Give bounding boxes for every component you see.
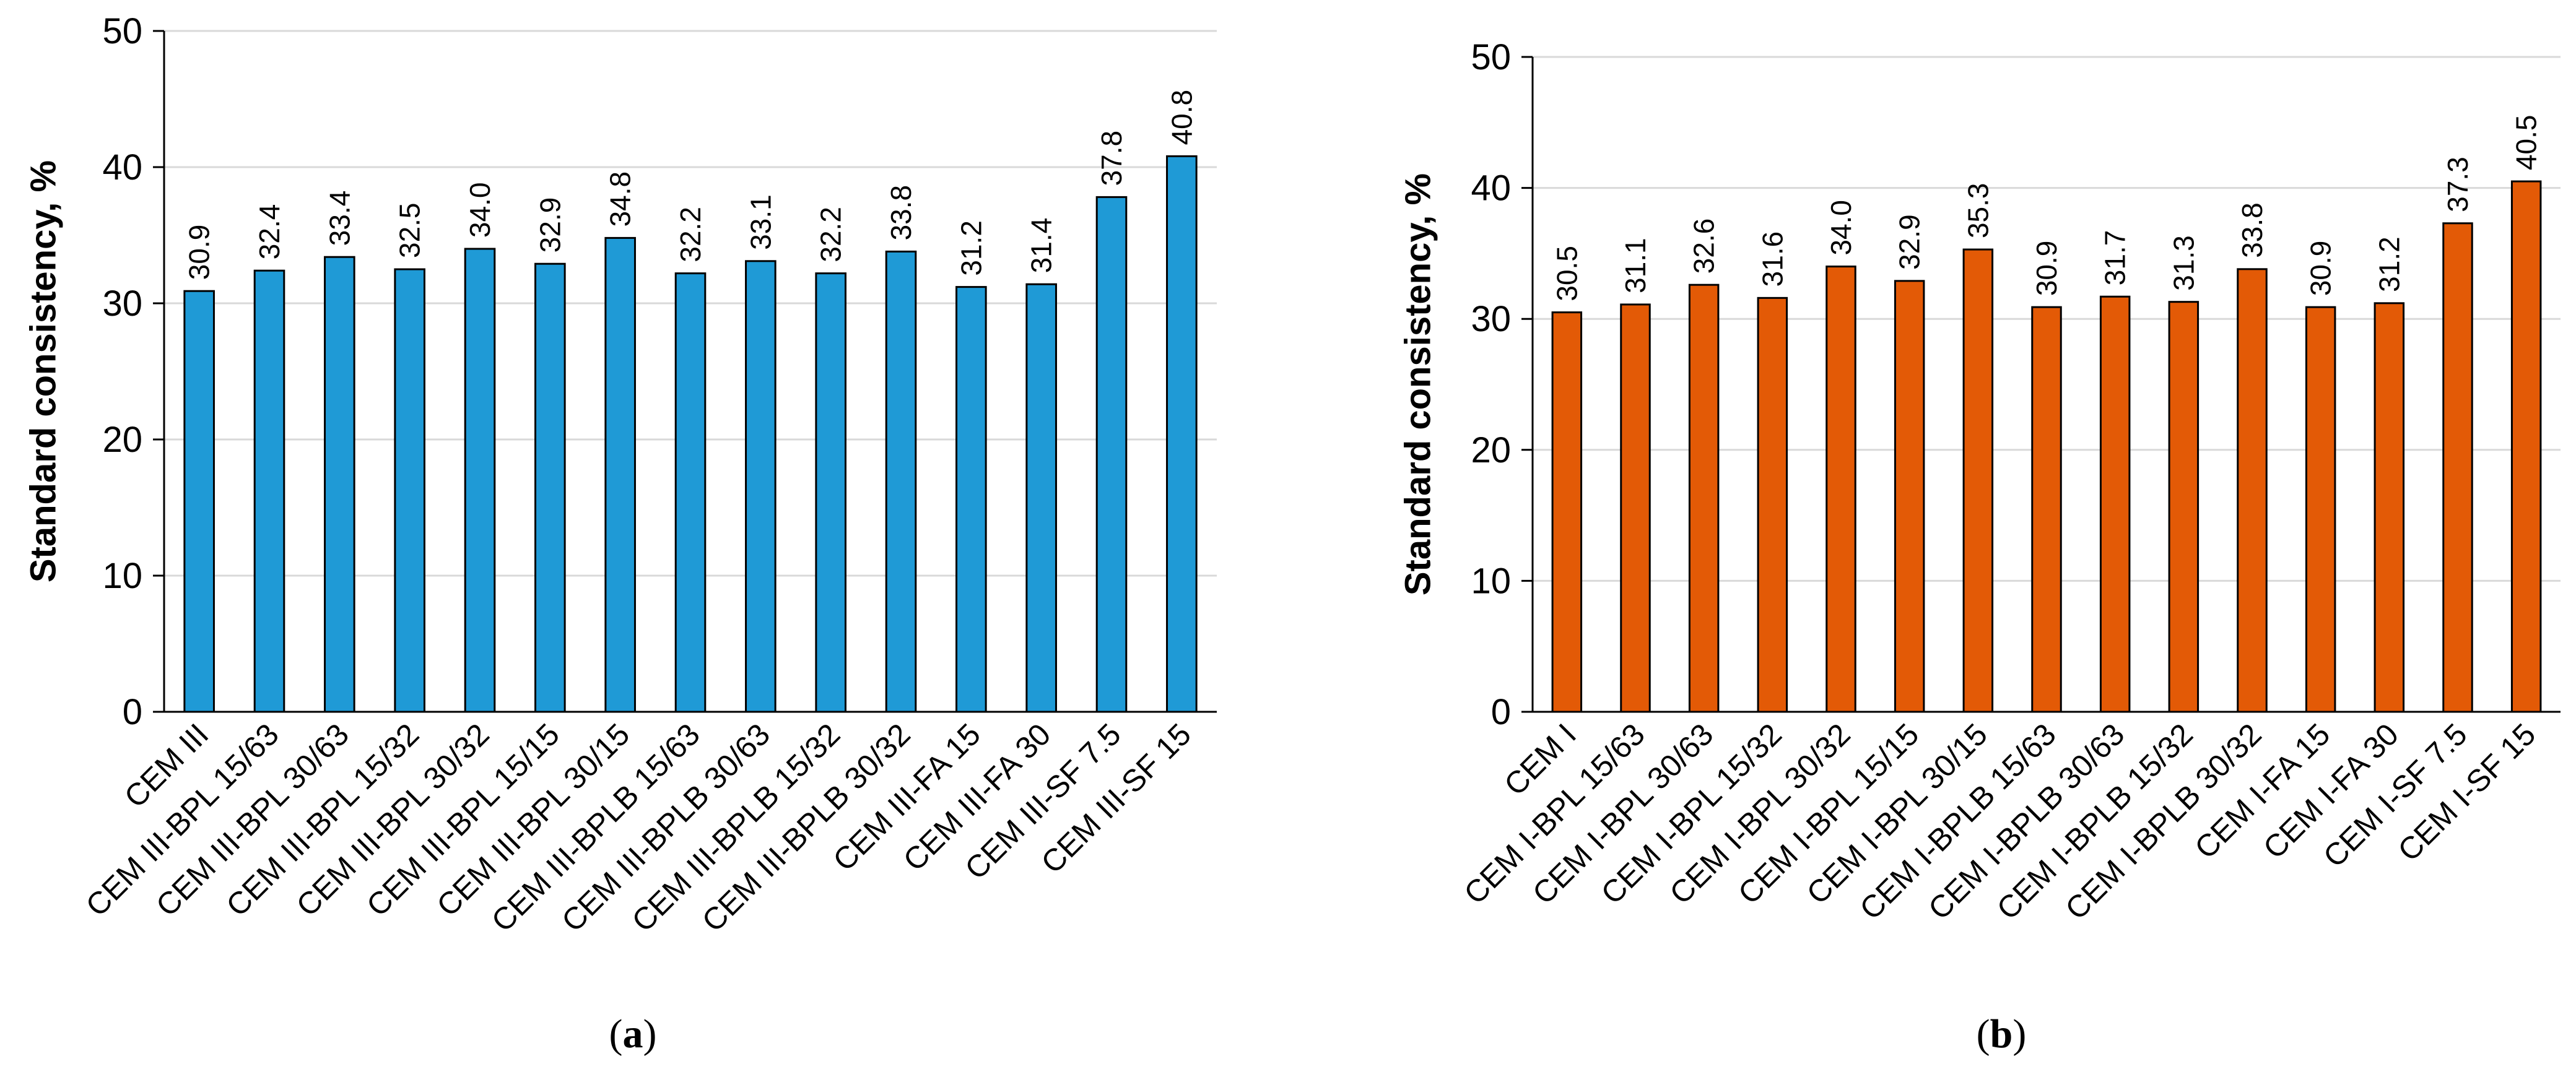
bar bbox=[183, 290, 215, 713]
bar bbox=[534, 262, 566, 713]
y-tick-label: 0 bbox=[123, 692, 142, 732]
bar bbox=[253, 269, 285, 713]
y-tick-label: 30 bbox=[102, 283, 142, 324]
data-label: 34.0 bbox=[1825, 200, 1857, 256]
panel-caption: (b) bbox=[1977, 1011, 2027, 1057]
caption-letter: a bbox=[623, 1011, 643, 1057]
data-label: 32.5 bbox=[394, 202, 426, 258]
bar bbox=[2442, 222, 2473, 713]
bar bbox=[604, 236, 636, 713]
y-tick-label: 20 bbox=[1471, 430, 1511, 470]
bar bbox=[2305, 306, 2336, 713]
bar bbox=[1757, 296, 1788, 713]
data-label: 32.4 bbox=[253, 204, 285, 260]
data-label: 31.7 bbox=[2099, 230, 2131, 286]
bar bbox=[2237, 268, 2268, 713]
bar bbox=[1095, 196, 1128, 713]
data-label: 33.1 bbox=[744, 194, 777, 250]
bar bbox=[1688, 283, 1720, 713]
data-label: 35.3 bbox=[1962, 183, 1994, 239]
bar bbox=[2099, 295, 2131, 713]
data-label: 32.6 bbox=[1688, 218, 1720, 274]
y-axis-title: Standard consistency, % bbox=[24, 160, 64, 582]
bar bbox=[1620, 303, 1651, 713]
bar bbox=[1825, 266, 1856, 713]
bar bbox=[815, 272, 846, 713]
bar bbox=[1166, 155, 1198, 713]
bar bbox=[745, 260, 777, 713]
y-tick-label: 10 bbox=[1471, 561, 1511, 601]
bar bbox=[2510, 180, 2542, 713]
y-tick-label: 40 bbox=[102, 147, 142, 188]
data-label: 30.9 bbox=[2030, 241, 2063, 296]
data-label: 40.5 bbox=[2510, 115, 2543, 170]
data-label: 32.9 bbox=[534, 197, 566, 253]
bar bbox=[2374, 302, 2405, 713]
caption-close: ) bbox=[2012, 1011, 2026, 1057]
data-label: 33.4 bbox=[323, 191, 355, 246]
data-label: 33.8 bbox=[2236, 202, 2268, 258]
data-label: 32.2 bbox=[815, 207, 847, 262]
panel-caption: (a) bbox=[609, 1011, 657, 1057]
data-label: 31.3 bbox=[2167, 235, 2200, 291]
y-tick-label: 0 bbox=[1491, 692, 1511, 732]
data-label: 31.4 bbox=[1025, 218, 1058, 274]
data-label: 40.8 bbox=[1165, 90, 1198, 145]
y-axis-title: Standard consistency, % bbox=[1398, 173, 1438, 595]
y-tick-label: 30 bbox=[1471, 299, 1511, 339]
data-label: 37.8 bbox=[1095, 131, 1128, 186]
bar bbox=[1025, 283, 1057, 713]
bar bbox=[674, 272, 707, 713]
bar bbox=[2031, 306, 2062, 713]
y-tick-label: 10 bbox=[102, 556, 142, 596]
y-tick-label: 50 bbox=[1471, 37, 1511, 77]
bar bbox=[2168, 301, 2200, 713]
bar bbox=[394, 268, 425, 713]
y-tick-label: 50 bbox=[102, 11, 142, 51]
y-tick-label: 40 bbox=[1471, 168, 1511, 209]
data-label: 37.3 bbox=[2442, 157, 2474, 212]
data-label: 31.2 bbox=[955, 220, 987, 276]
bar bbox=[1894, 280, 1925, 713]
data-label: 31.6 bbox=[1756, 231, 1788, 287]
data-label: 32.2 bbox=[674, 207, 707, 262]
caption-open: ( bbox=[1977, 1011, 1990, 1057]
bar bbox=[1551, 311, 1583, 713]
bar bbox=[324, 256, 355, 713]
data-label: 30.5 bbox=[1551, 246, 1583, 301]
caption-open: ( bbox=[609, 1011, 623, 1057]
caption-letter: b bbox=[1990, 1011, 2013, 1057]
data-label: 30.9 bbox=[2305, 241, 2337, 296]
data-label: 34.0 bbox=[464, 182, 496, 238]
data-label: 31.1 bbox=[1619, 238, 1651, 293]
data-label: 30.9 bbox=[183, 225, 215, 280]
bar bbox=[885, 250, 917, 713]
data-label: 34.8 bbox=[604, 171, 637, 227]
bar bbox=[955, 286, 987, 713]
data-label: 33.8 bbox=[885, 185, 917, 241]
bar bbox=[1962, 248, 1994, 713]
data-label: 31.2 bbox=[2373, 236, 2405, 292]
bar bbox=[464, 248, 496, 713]
data-label: 32.9 bbox=[1894, 214, 1926, 270]
y-tick-label: 20 bbox=[102, 420, 142, 460]
caption-close: ) bbox=[643, 1011, 657, 1057]
